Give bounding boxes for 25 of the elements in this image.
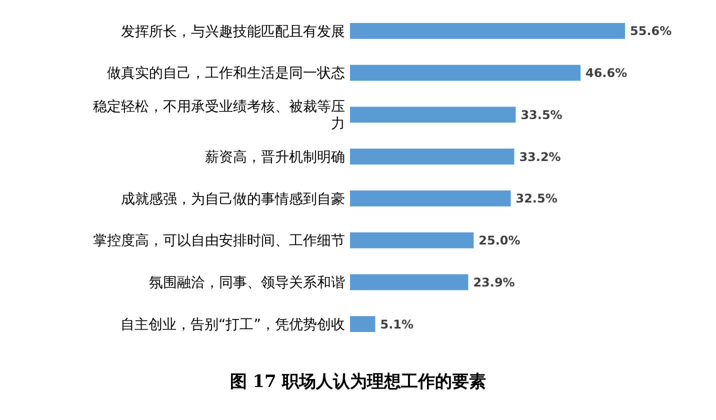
- bar: [350, 22, 625, 39]
- y-tick-label: 氛围融洽，同事、领导关系和谐: [149, 275, 345, 292]
- data-label: 23.9%: [473, 275, 515, 290]
- data-label: 33.5%: [520, 108, 562, 122]
- y-tick-label: 成就感强，为自己做的事情感到自豪: [121, 191, 345, 208]
- data-label: 5.1%: [380, 317, 414, 332]
- y-tick-label: 薪资高，晋升机制明确: [205, 149, 345, 166]
- y-tick-label: 掌控度高，可以自由安排时间、工作细节: [93, 233, 345, 250]
- data-label: 33.2%: [519, 150, 561, 164]
- bar: [350, 106, 516, 123]
- bar: [350, 232, 474, 248]
- data-label: 55.6%: [630, 24, 672, 38]
- data-label: 25.0%: [478, 234, 520, 248]
- bar: [350, 64, 580, 81]
- y-tick-label: 发挥所长，与兴趣技能匹配且有发展: [121, 24, 345, 40]
- y-tick-label: 稳定轻松，不用承受业绩考核、被裁等压力: [93, 99, 345, 132]
- bar: [350, 148, 514, 165]
- text: 图 17 职场人认为理想工作的要素: [230, 372, 486, 392]
- bar: [350, 316, 376, 332]
- data-label: 46.6%: [585, 66, 628, 80]
- y-tick-label: 做真实的自己，工作和生活是同一状态: [107, 66, 345, 82]
- y-tick-label: 自主创业，告别“打工”，凭优势创收: [120, 316, 345, 333]
- bar: [350, 274, 468, 290]
- bar: [350, 190, 511, 206]
- data-label: 32.5%: [516, 192, 558, 206]
